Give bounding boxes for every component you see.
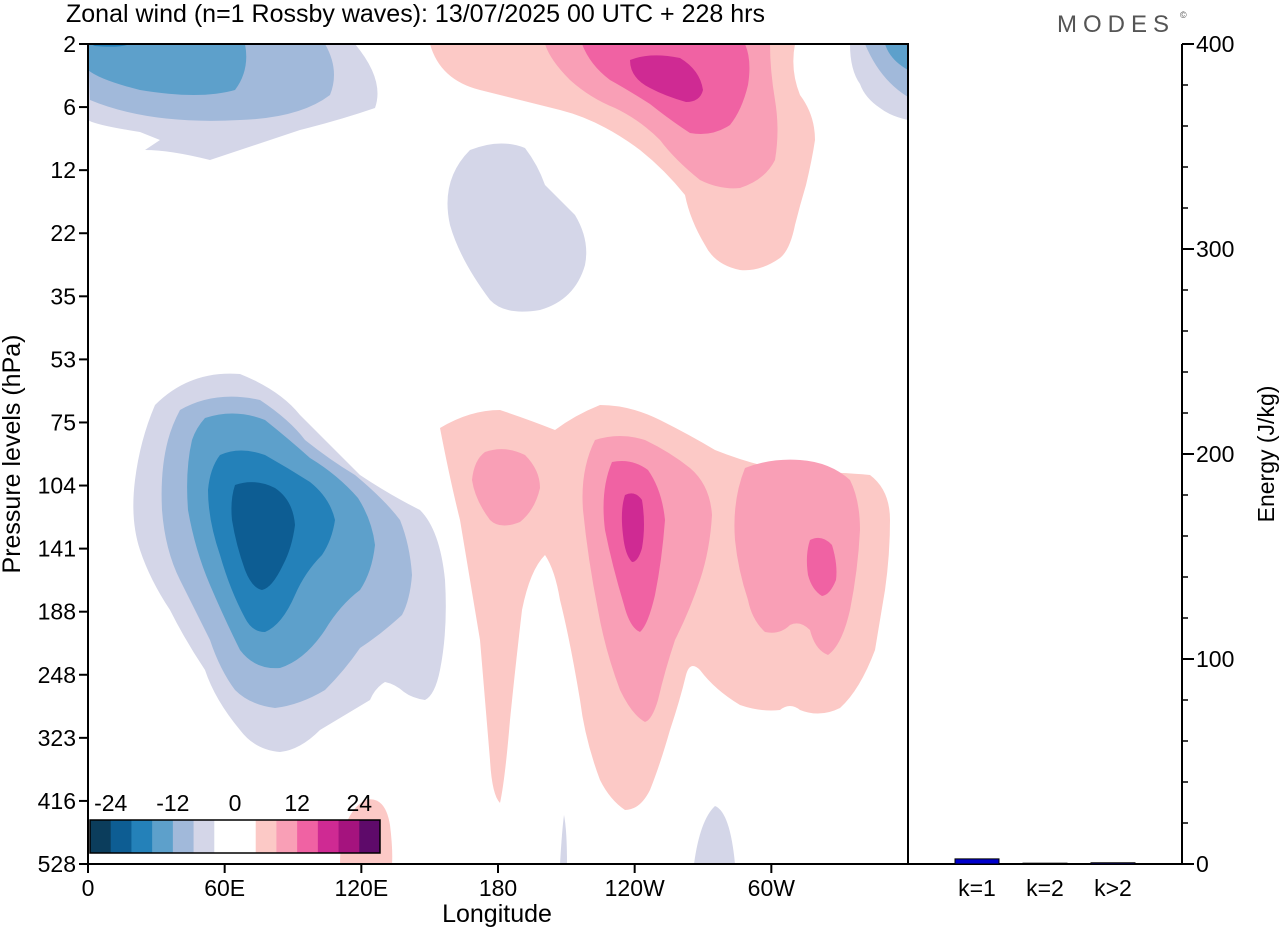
- contour-neg-surface-b: [694, 806, 735, 864]
- colorbar-frame: [89, 819, 381, 854]
- colorbar-cell: [359, 820, 381, 853]
- contour-pos-upper: [430, 44, 815, 271]
- energy-axis-label: Energy (J/kg): [1253, 386, 1279, 523]
- colorbar-cell: [297, 820, 319, 853]
- x-tick-label: 180: [479, 875, 517, 901]
- contour-neg-upper-right: [850, 44, 908, 120]
- colorbar-label: -24: [94, 790, 127, 816]
- colorbar-cell: [214, 820, 236, 853]
- colorbar-labels: -24 -12 0 12 24: [94, 790, 372, 816]
- energy-tick-label: 200: [1196, 441, 1234, 467]
- colorbar-cell: [90, 820, 112, 853]
- energy-bar-label: k=1: [958, 875, 996, 901]
- y-tick-label: 75: [50, 409, 76, 435]
- x-tick-label: 120E: [334, 875, 388, 901]
- colorbar-label: 24: [346, 790, 372, 816]
- y-tick-label: 22: [50, 220, 76, 246]
- colorbar-label: 12: [284, 790, 310, 816]
- energy-bar-label: k>2: [1094, 875, 1132, 901]
- colorbar-cell: [172, 820, 195, 853]
- energy-bar: [954, 858, 1000, 865]
- y-axis: 2 6 12 22 35 53 75 104 141 188 248 323 416 528: [38, 31, 88, 877]
- modes-logo: MODES: [1057, 11, 1175, 38]
- energy-panel: 0 100 200 300 400 k=1 k=2 k>2 Energy (J/kg): [908, 31, 1279, 901]
- y-tick-label: 2: [63, 31, 76, 57]
- y-tick-label: 188: [38, 599, 76, 625]
- y-tick-label: 104: [38, 473, 77, 499]
- y-tick-label: 248: [38, 662, 76, 688]
- contour-neg-surface-a: [560, 815, 567, 864]
- x-axis: 0 60E 120E 180 120W 60W: [82, 864, 796, 901]
- contour-field: [88, 44, 908, 864]
- colorbar-cell: [317, 820, 340, 853]
- energy-bar: [1090, 862, 1136, 865]
- y-tick-label: 323: [38, 725, 76, 751]
- contour-neg-lower: [133, 373, 446, 752]
- colorbar-cell: [338, 820, 360, 853]
- energy-axis: 0 100 200 300 400: [1182, 31, 1234, 877]
- colorbar-cell: [152, 820, 174, 853]
- colorbar-cell: [110, 820, 132, 853]
- colorbar-cell: [131, 820, 153, 853]
- y-tick-label: 53: [50, 346, 76, 372]
- y-tick-label: 6: [63, 94, 76, 120]
- x-axis-label: Longitude: [442, 900, 552, 928]
- y-tick-label: 416: [38, 788, 76, 814]
- y-tick-label: 141: [38, 536, 76, 562]
- x-tick-label: 120W: [605, 875, 665, 901]
- energy-bar-label: k=2: [1026, 875, 1064, 901]
- contour-neg-upper-left: [88, 44, 378, 160]
- y-axis-label: Pressure levels (hPa): [0, 335, 26, 574]
- colorbar-label: 0: [229, 790, 242, 816]
- y-tick-label: 12: [50, 157, 76, 183]
- x-tick-label: 60W: [748, 875, 796, 901]
- y-tick-label: 35: [50, 283, 76, 309]
- energy-tick-label: 100: [1196, 646, 1234, 672]
- x-tick-label: 0: [82, 875, 95, 901]
- colorbar: -24 -12 0 12 24: [89, 790, 381, 854]
- energy-tick-label: 400: [1196, 31, 1234, 57]
- contour-neg-mid: [447, 143, 587, 312]
- energy-tick-label: 0: [1196, 851, 1209, 877]
- colorbar-cell: [193, 820, 215, 853]
- energy-bars: [954, 858, 1136, 865]
- colorbar-cell: [235, 820, 257, 853]
- energy-bar: [1022, 862, 1068, 865]
- chart-title: Zonal wind (n=1 Rossby waves): 13/07/202…: [66, 0, 765, 28]
- modes-logo-mark: ©: [1180, 10, 1187, 20]
- x-tick-label: 60E: [204, 875, 245, 901]
- colorbar-cell: [255, 820, 277, 853]
- y-tick-label: 528: [38, 851, 76, 877]
- energy-tick-label: 300: [1196, 236, 1234, 262]
- energy-bar-labels: k=1 k=2 k>2: [958, 875, 1132, 901]
- colorbar-label: -12: [156, 790, 189, 816]
- colorbar-cells: [90, 820, 381, 853]
- colorbar-cell: [276, 820, 298, 853]
- contour-pos-lower: [440, 405, 890, 810]
